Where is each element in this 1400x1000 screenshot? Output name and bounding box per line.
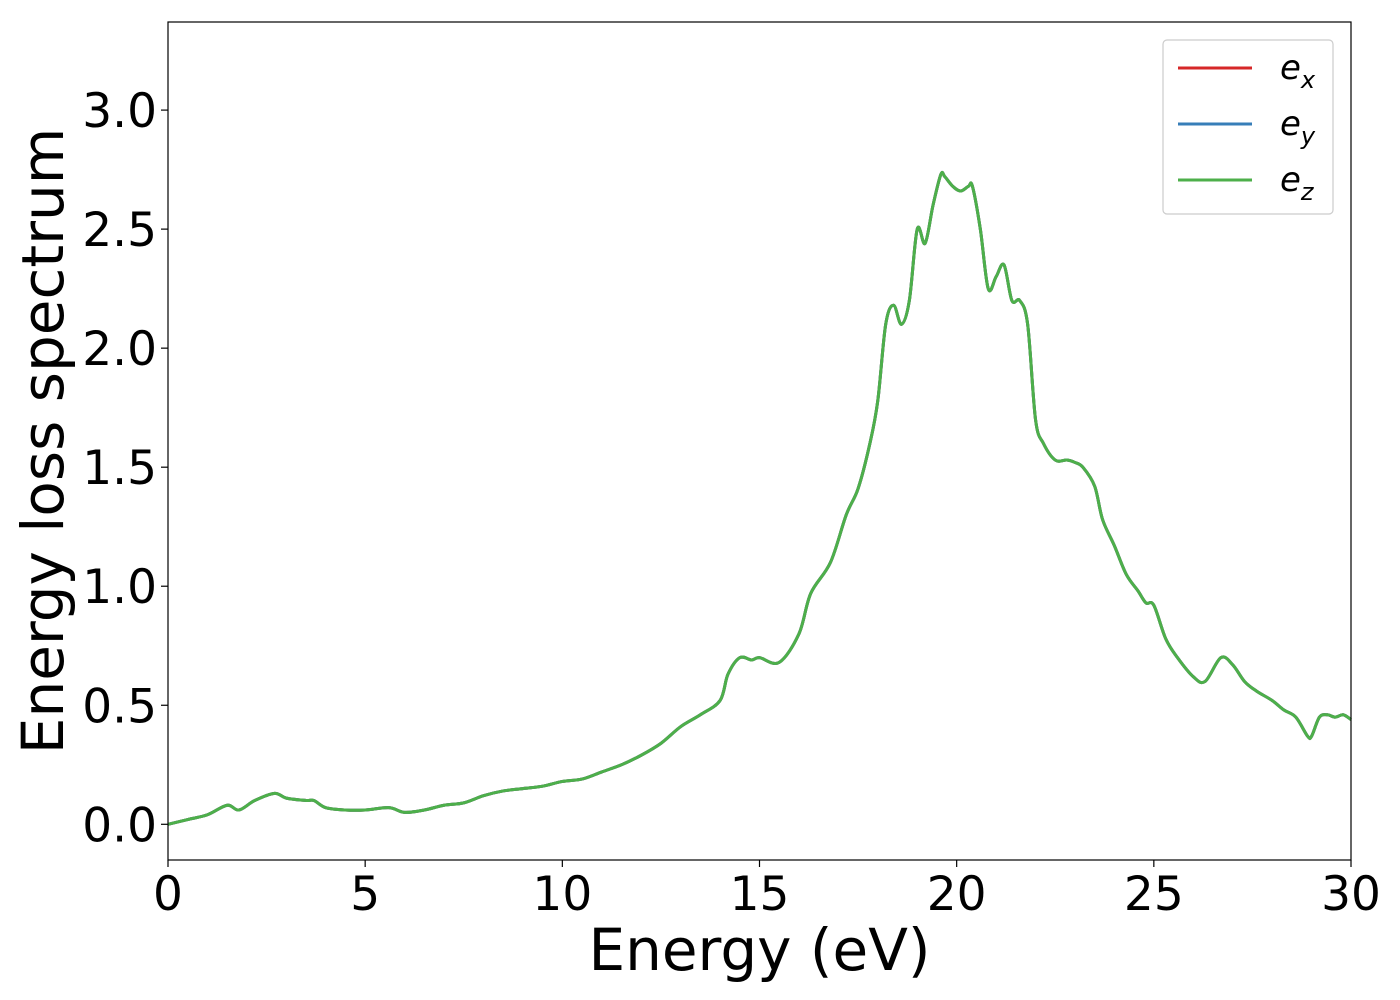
y-tick-label: 2.0 (82, 322, 157, 377)
series-layer (167, 170, 1352, 826)
y-tick-label: 3.0 (82, 84, 157, 139)
x-axis: 0 5 10 15 20 25 30 (153, 860, 1381, 922)
legend-label: ez (1280, 160, 1315, 206)
legend-box (1162, 39, 1334, 215)
x-tick-label: 20 (927, 867, 987, 922)
x-tick-label: 25 (1124, 867, 1184, 922)
x-tick-label: 10 (532, 867, 592, 922)
x-tick-label: 30 (1321, 867, 1381, 922)
series-line-e-z (167, 170, 1352, 826)
legend-label: ey (1280, 104, 1316, 150)
y-tick-label: 1.5 (82, 441, 157, 496)
legend: ex ey ez (1162, 39, 1334, 215)
y-tick-label: 0.5 (82, 679, 157, 734)
x-tick-label: 0 (153, 867, 183, 922)
x-tick-label: 15 (730, 867, 790, 922)
x-tick-label: 5 (350, 867, 380, 922)
y-tick-label: 2.5 (82, 203, 157, 258)
y-axis: 0.0 0.5 1.0 1.5 2.0 2.5 3.0 (82, 84, 168, 853)
legend-label: ex (1280, 48, 1316, 94)
legend-entries: ex ey ez (1178, 48, 1316, 206)
y-axis-label: Energy loss spectrum (9, 128, 77, 754)
y-tick-label: 1.0 (82, 560, 157, 615)
y-tick-label: 0.0 (82, 798, 157, 853)
x-axis-label: Energy (eV) (588, 916, 930, 984)
